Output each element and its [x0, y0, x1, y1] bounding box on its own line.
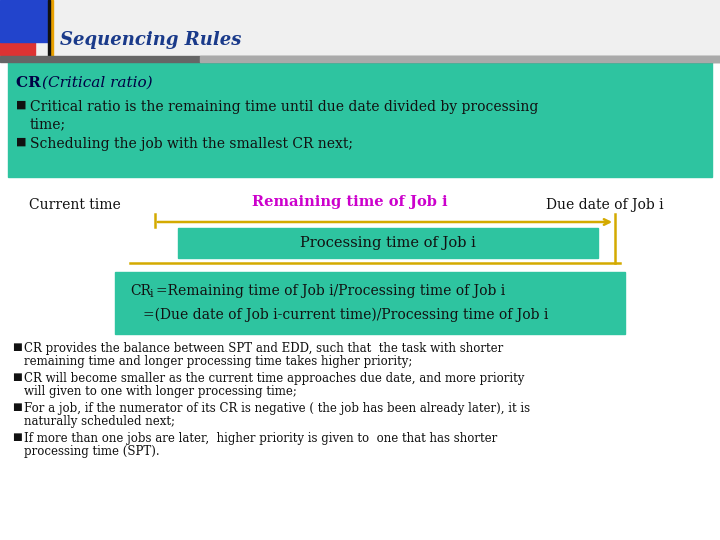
- Text: Critical ratio is the remaining time until due date divided by processing: Critical ratio is the remaining time unt…: [30, 100, 539, 114]
- Text: (Critical ratio): (Critical ratio): [42, 76, 153, 90]
- Text: ■: ■: [12, 342, 22, 352]
- Text: =Remaining time of Job i/Processing time of Job i: =Remaining time of Job i/Processing time…: [156, 284, 505, 298]
- Bar: [0, 56, 720, 62]
- Bar: [178, 228, 598, 258]
- Text: time;: time;: [30, 117, 66, 131]
- Text: Sequencing Rules: Sequencing Rules: [60, 31, 241, 49]
- Text: remaining time and longer processing time takes higher priority;: remaining time and longer processing tim…: [24, 355, 413, 368]
- Bar: [8, 62, 712, 177]
- Text: Due date of Job i: Due date of Job i: [546, 198, 664, 212]
- Text: processing time (SPT).: processing time (SPT).: [24, 445, 160, 458]
- Text: ■: ■: [12, 372, 22, 382]
- Text: naturally scheduled next;: naturally scheduled next;: [24, 415, 175, 428]
- Text: ■: ■: [16, 100, 27, 110]
- Text: i: i: [150, 289, 153, 299]
- Bar: [0, 0, 720, 58]
- Text: CR will become smaller as the current time approaches due date, and more priorit: CR will become smaller as the current ti…: [24, 372, 524, 385]
- Text: For a job, if the numerator of its CR is negative ( the job has been already lat: For a job, if the numerator of its CR is…: [24, 402, 530, 415]
- Text: ■: ■: [12, 402, 22, 412]
- Text: ■: ■: [12, 432, 22, 442]
- Text: Processing time of Job i: Processing time of Job i: [300, 236, 476, 250]
- Text: CR provides the balance between SPT and EDD, such that  the task with shorter: CR provides the balance between SPT and …: [24, 342, 503, 355]
- Bar: [200, 56, 720, 62]
- Text: Current time: Current time: [29, 198, 121, 212]
- Text: CR: CR: [130, 284, 151, 298]
- Text: Scheduling the job with the smallest CR next;: Scheduling the job with the smallest CR …: [30, 137, 353, 151]
- Bar: [48, 0, 50, 58]
- Text: ■: ■: [16, 137, 27, 147]
- Text: =(Due date of Job i-current time)/Processing time of Job i: =(Due date of Job i-current time)/Proces…: [143, 308, 549, 322]
- Bar: [0, 0, 50, 42]
- Text: If more than one jobs are later,  higher priority is given to  one that has shor: If more than one jobs are later, higher …: [24, 432, 498, 445]
- Text: will given to one with longer processing time;: will given to one with longer processing…: [24, 385, 297, 398]
- Text: Remaining time of Job i: Remaining time of Job i: [252, 195, 448, 209]
- Bar: [115, 272, 625, 334]
- Bar: [50, 0, 53, 58]
- Text: CR: CR: [16, 76, 51, 90]
- Bar: [0, 30, 35, 55]
